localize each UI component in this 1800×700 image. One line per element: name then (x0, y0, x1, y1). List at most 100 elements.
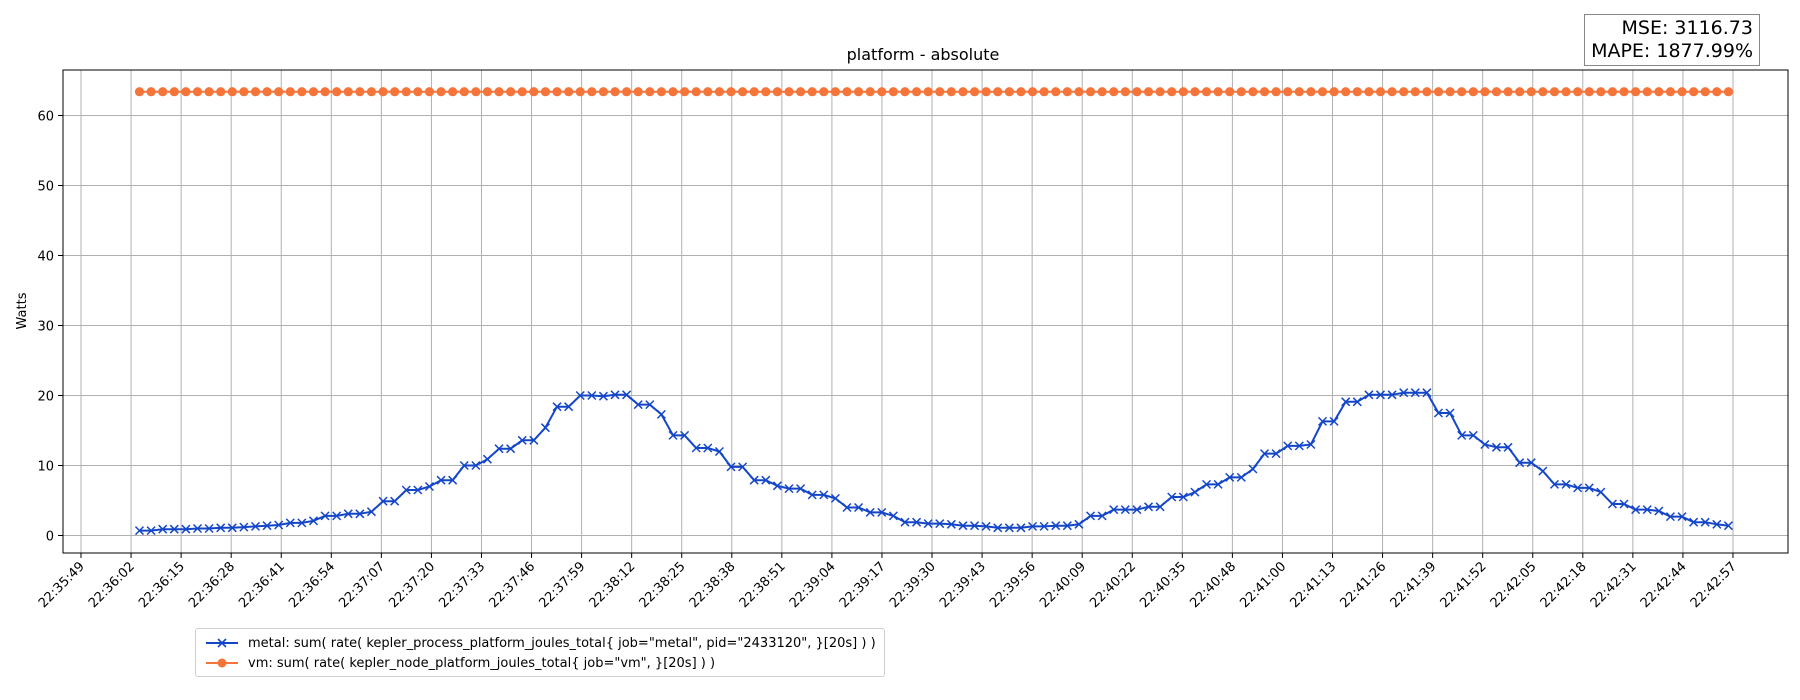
data-point-metal (146, 526, 156, 536)
data-point-vm (192, 87, 203, 97)
data-point-vm (1190, 87, 1200, 97)
data-point-metal (1062, 521, 1072, 531)
data-point-metal (1051, 521, 1061, 531)
data-point-vm (355, 87, 365, 97)
data-point-metal (819, 490, 829, 500)
data-point-vm (981, 87, 991, 97)
data-point-metal (1491, 442, 1501, 452)
data-point-metal (1364, 390, 1374, 400)
x-tick-label: 22:35:49 (36, 559, 88, 611)
y-tick-label: 30 (37, 320, 54, 335)
data-point-metal (1132, 505, 1142, 515)
data-point-metal (471, 460, 481, 471)
data-point-metal (1538, 466, 1548, 476)
data-point-metal (1086, 511, 1096, 521)
data-point-metal (622, 390, 632, 400)
data-point-vm (656, 87, 667, 97)
data-point-vm (958, 87, 968, 97)
data-point-vm (227, 87, 237, 97)
data-point-metal (1039, 521, 1049, 531)
data-point-metal (332, 511, 342, 521)
data-point-vm (1062, 87, 1072, 97)
data-point-metal (946, 519, 956, 529)
data-point-vm (552, 87, 562, 97)
data-point-metal (1236, 472, 1246, 482)
data-point-metal (355, 509, 365, 519)
data-point-metal (413, 485, 423, 495)
data-point-vm (378, 87, 388, 97)
data-point-vm (1515, 87, 1525, 97)
data-point-vm (529, 87, 539, 97)
mse-value: MSE: 3116.73 (1621, 17, 1753, 39)
data-point-vm (610, 87, 620, 97)
data-point-vm (216, 87, 226, 97)
data-point-vm (1665, 87, 1676, 97)
data-point-vm (343, 87, 353, 97)
data-point-metal (1109, 505, 1119, 515)
data-point-metal (981, 521, 991, 531)
data-point-metal (993, 523, 1003, 533)
data-point-metal (343, 509, 353, 519)
data-point-vm (424, 87, 435, 97)
data-point-vm (1248, 87, 1258, 97)
data-point-metal (424, 481, 434, 492)
data-point-vm (494, 87, 504, 97)
data-point-vm (1132, 87, 1142, 97)
x-tick-label: 22:38:51 (737, 559, 789, 611)
data-point-metal (390, 496, 400, 506)
data-point-vm (1573, 87, 1583, 97)
data-point-metal (1468, 430, 1478, 440)
data-point-vm (1712, 87, 1722, 97)
data-point-metal (1422, 388, 1432, 398)
data-point-metal (772, 481, 782, 491)
data-point-vm (262, 87, 272, 97)
chart-title: platform - absolute (847, 45, 1000, 64)
plot-area (62, 69, 1789, 554)
data-point-metal (1631, 505, 1641, 515)
data-point-metal (1167, 492, 1177, 502)
x-tick-label: 22:40:09 (1037, 559, 1089, 611)
data-point-metal (1004, 523, 1014, 533)
data-point-vm (900, 87, 910, 97)
data-point-vm (1201, 87, 1212, 97)
data-point-vm (1306, 87, 1316, 97)
data-point-vm (830, 87, 840, 97)
data-point-vm (1074, 87, 1084, 97)
data-point-metal (958, 521, 968, 531)
x-tick-label: 22:41:26 (1337, 559, 1389, 611)
data-point-vm (401, 87, 411, 97)
data-point-vm (1399, 87, 1409, 97)
data-point-vm (1294, 87, 1304, 97)
data-point-metal (830, 493, 840, 503)
data-point-vm (436, 87, 446, 97)
data-point-metal (610, 390, 620, 400)
data-point-vm (1109, 87, 1119, 97)
data-point-vm (1027, 87, 1038, 97)
x-tick-label: 22:37:33 (436, 559, 488, 611)
data-point-vm (772, 87, 782, 97)
data-point-vm (320, 87, 330, 97)
data-point-vm (1375, 87, 1386, 97)
data-point-vm (1677, 87, 1687, 97)
data-point-vm (865, 87, 875, 97)
x-tick-label: 22:38:12 (587, 559, 639, 611)
data-point-metal (204, 523, 214, 534)
data-point-metal (761, 475, 771, 485)
data-point-vm (1051, 87, 1061, 97)
data-point-metal (970, 521, 980, 531)
data-point-vm (158, 87, 168, 97)
data-point-metal (1201, 479, 1212, 489)
data-point-metal (1074, 519, 1084, 529)
y-tick-label: 50 (37, 180, 54, 195)
data-point-metal (1561, 479, 1571, 489)
data-point-metal (1259, 449, 1270, 459)
data-point-metal (227, 523, 237, 533)
data-point-metal (436, 475, 446, 485)
data-point-metal (216, 523, 226, 533)
data-point-metal (494, 444, 504, 454)
x-tick-label: 22:37:46 (486, 559, 538, 611)
data-point-metal (1097, 511, 1107, 521)
x-tick-label: 22:36:28 (186, 559, 238, 611)
data-point-metal (1573, 483, 1583, 493)
